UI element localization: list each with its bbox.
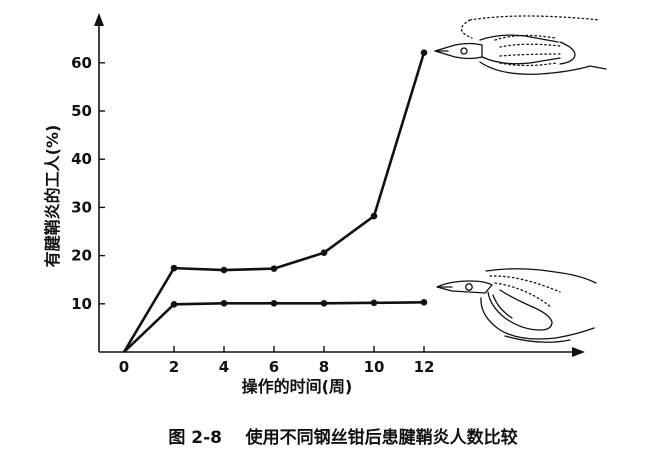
y-tick-label: 10 — [71, 295, 92, 313]
figure-caption: 图 2-8 使用不同钢丝钳后患腱鞘炎人数比较 — [168, 427, 517, 448]
x-tick-label: 0 — [119, 358, 129, 376]
series-1-point — [270, 265, 278, 272]
hand-with-straight-pliers-illustration — [434, 15, 607, 75]
axes — [94, 13, 585, 357]
series-1-point — [320, 249, 328, 257]
y-tick-label: 20 — [71, 247, 92, 265]
x-tick-label: 6 — [269, 358, 279, 376]
series-2-point — [320, 300, 328, 307]
series-1-line — [122, 52, 426, 353]
x-tick-label: 4 — [219, 358, 229, 376]
y-axis-arrowhead — [94, 13, 104, 26]
x-tick-label: 10 — [364, 358, 385, 376]
series-1-point — [220, 266, 228, 274]
x-axis-title: 操作的时间(周) — [242, 377, 353, 396]
series-2-line — [123, 301, 425, 353]
series-1-point — [420, 49, 428, 56]
ticks: 0 2 4 6 8 10 12 10 20 30 40 50 60 — [71, 54, 434, 376]
y-tick-label: 60 — [71, 54, 92, 72]
series-2-point — [420, 299, 428, 306]
series-1-point — [370, 212, 378, 220]
y-tick-label: 50 — [71, 102, 92, 120]
series-1-point — [170, 264, 178, 272]
series-2-point — [170, 300, 178, 308]
series-2-point — [220, 300, 228, 307]
y-tick-label: 30 — [71, 198, 92, 216]
x-tick-label: 2 — [169, 358, 179, 376]
y-tick-label: 40 — [71, 150, 92, 168]
x-tick-label: 12 — [414, 358, 435, 376]
x-tick-label: 8 — [319, 358, 329, 376]
hand-with-bent-pliers-illustration — [436, 268, 597, 343]
series-layer — [122, 49, 428, 353]
y-axis-title: 有腱鞘炎的工人(%) — [43, 125, 62, 268]
x-axis-arrowhead — [572, 347, 585, 357]
series-2-point — [370, 299, 378, 307]
series-2-point — [270, 300, 278, 307]
